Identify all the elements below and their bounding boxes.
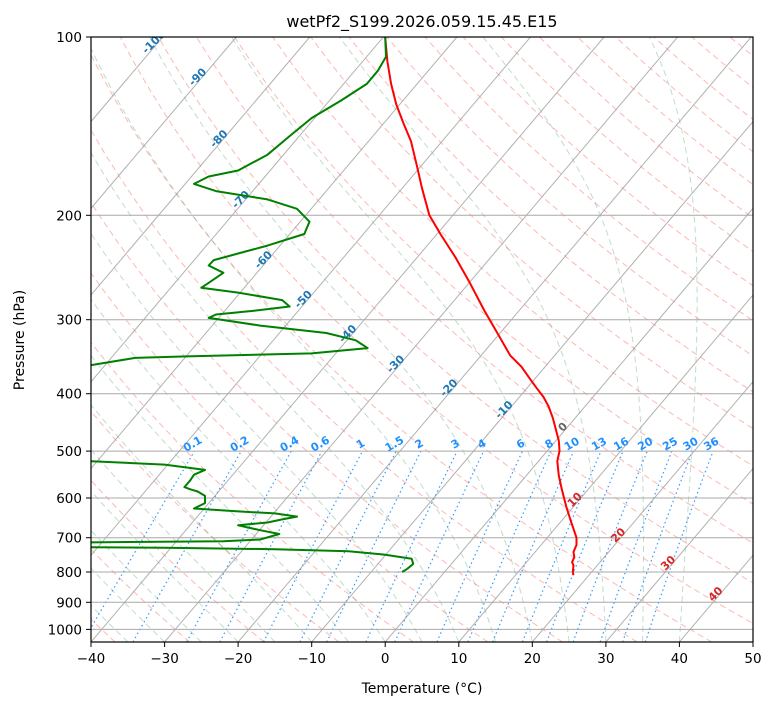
moist-adiabat-line	[91, 404, 313, 642]
y-tick-label: 700	[56, 531, 82, 547]
x-tick-label: 10	[450, 651, 467, 667]
isotherm-line	[91, 37, 311, 296]
isotherm-line	[531, 380, 753, 642]
isotherm-line	[605, 467, 753, 642]
moist-adiabat-line	[91, 354, 349, 642]
x-tick-label: 20	[524, 651, 541, 667]
isobars	[91, 37, 753, 630]
mixing-ratio-line	[219, 450, 323, 642]
sounding-series	[91, 37, 578, 576]
isotherm-line	[91, 37, 384, 383]
x-tick-label: −30	[150, 651, 179, 667]
mixing-ratio-line	[546, 450, 624, 642]
isotherm-line	[384, 207, 753, 642]
plot-frame	[90, 36, 754, 643]
moist-adiabat-line	[91, 47, 497, 642]
x-tick-label: −20	[224, 651, 253, 667]
dry-adiabat-line	[348, 37, 753, 393]
y-axis-label: Pressure (hPa)	[12, 290, 28, 390]
moist-adiabat-line	[338, 37, 607, 642]
isotherm-line	[311, 120, 753, 642]
dry-adiabat-line	[91, 548, 191, 642]
isotherm-line	[91, 37, 237, 210]
mixing-ratio-line	[365, 450, 458, 642]
y-tick-label: 100	[56, 30, 82, 46]
isotherm-line	[237, 37, 752, 642]
x-axis-ticks: −40 −30 −20 −10 0 10 20 30 40 50	[77, 642, 762, 667]
y-tick-label: 1000	[48, 622, 82, 638]
moist-adiabat-line	[91, 232, 423, 642]
y-tick-label: 300	[56, 313, 82, 329]
sounding-line	[91, 37, 387, 367]
moist-adiabat-line	[91, 298, 386, 642]
moist-adiabat-line	[648, 37, 698, 642]
dry-adiabat-line	[91, 53, 713, 642]
y-tick-label: 600	[56, 491, 82, 507]
dry-adiabat-line	[91, 479, 265, 642]
y-tick-label: 400	[56, 387, 82, 403]
x-tick-label: 40	[671, 651, 688, 667]
mixing-ratio-lines	[91, 450, 714, 642]
isotherm-line	[458, 294, 753, 642]
dry-adiabat-line	[157, 37, 753, 584]
y-tick-label: 900	[56, 595, 82, 611]
y-tick-label: 500	[56, 444, 82, 460]
mixing-ratio-line	[91, 450, 196, 630]
dry-adiabat-line	[272, 37, 753, 467]
x-tick-label: 50	[744, 651, 761, 667]
moist-adiabat-line	[482, 37, 644, 642]
mixing-ratio-line	[394, 450, 485, 642]
dry-adiabat-line	[234, 37, 753, 505]
dry-adiabat-line	[91, 201, 563, 642]
x-axis-label: Temperature (°C)	[361, 681, 483, 697]
chart-title: wetPf2_S199.2026.059.15.45.E15	[286, 12, 557, 32]
dry-adiabat-line	[119, 37, 753, 624]
y-tick-label: 200	[56, 208, 82, 224]
moist-adiabat-line	[231, 37, 570, 642]
dry-adiabat-line	[310, 37, 753, 430]
mixing-ratio-line	[572, 450, 648, 642]
moist-adiabats	[91, 37, 698, 642]
dry-adiabat-line	[91, 129, 638, 642]
x-tick-label: −40	[77, 651, 106, 667]
moist-adiabat-line	[91, 151, 460, 642]
x-tick-label: −10	[297, 651, 326, 667]
mixing-ratio-line	[326, 450, 422, 642]
isotherm-line	[91, 37, 458, 470]
y-tick-label: 800	[56, 565, 82, 581]
sounding-line	[384, 37, 578, 576]
x-tick-label: 0	[381, 651, 390, 667]
isotherm-line	[91, 37, 531, 556]
y-axis-ticks: 100 200 300 400 500 600 700 800 900 1000	[48, 30, 91, 638]
moist-adiabat-line	[149, 37, 533, 642]
isotherm-line	[164, 37, 678, 642]
isotherms	[91, 37, 753, 642]
dry-adiabat-line	[91, 272, 489, 642]
plot-area: -100-90-80-70-60-50-40-30-20-10010203040…	[91, 37, 753, 642]
x-tick-label: 30	[597, 651, 614, 667]
sounding-line	[91, 460, 415, 573]
